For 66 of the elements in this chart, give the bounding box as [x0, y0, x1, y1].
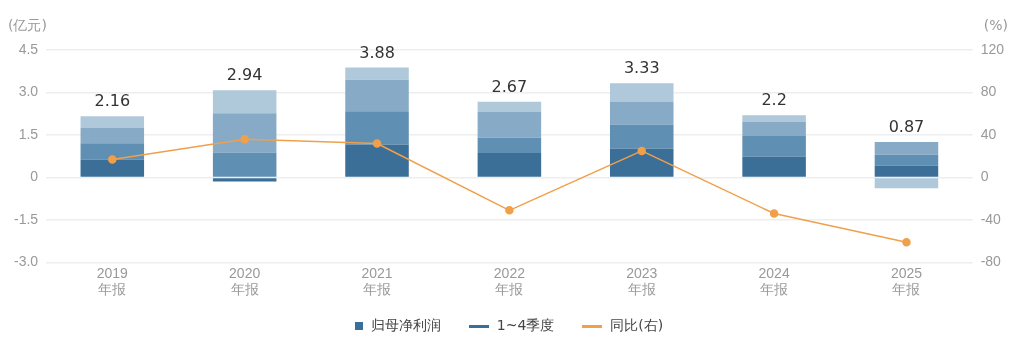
x-tick-label: 2025 年报 [890, 264, 923, 298]
bar [742, 121, 806, 137]
bar [609, 148, 674, 177]
bar [874, 154, 939, 166]
total-label: 2.2 [761, 90, 787, 110]
bar [80, 116, 145, 128]
x-tick-label: 2022 年报 [493, 264, 526, 298]
bar [345, 144, 409, 177]
y-tick-label: 4.5 [18, 40, 39, 57]
y-tick-label: 3.0 [18, 83, 39, 100]
y-tick-label: 1.5 [18, 125, 39, 142]
bar [477, 137, 542, 154]
y-axis-title: (亿元) [8, 16, 47, 33]
x-tick-label: 2023 年报 [626, 264, 658, 298]
bar [609, 83, 674, 102]
bar [477, 112, 542, 138]
y2-axis-title: (%) [983, 16, 1008, 33]
bar [874, 165, 939, 177]
point [902, 237, 911, 247]
total-label: 2.67 [491, 76, 528, 96]
y2-tick-label: 80 [980, 83, 997, 100]
bar [212, 113, 277, 153]
bar [874, 178, 939, 189]
x-tick-label: 2019 年报 [96, 264, 129, 298]
y2-tick-label: -40 [980, 210, 1002, 227]
y2-tick-label: 0 [980, 168, 989, 185]
total-label: 0.87 [888, 117, 925, 137]
total-label: 2.94 [226, 65, 263, 85]
y-tick-label: -3.0 [14, 253, 39, 270]
bar [212, 178, 277, 182]
legend-label: 同比(右) [610, 317, 664, 335]
point [108, 155, 117, 164]
x-tick-label: 2020 年报 [229, 264, 261, 298]
total-label: 2.16 [94, 91, 131, 111]
bar [609, 101, 674, 125]
total-label: 3.88 [359, 42, 395, 62]
bar [477, 153, 542, 177]
bar [345, 111, 409, 145]
point [505, 206, 514, 215]
bar [80, 127, 145, 144]
y2-tick-label: 40 [980, 125, 997, 142]
point [240, 134, 249, 144]
point [769, 209, 779, 218]
bar [80, 143, 145, 160]
y-tick-label: -1.5 [14, 210, 39, 227]
x-tick-label: 2024 年报 [758, 264, 790, 298]
y-tick-label: 0 [30, 168, 39, 185]
text: 1~4季度 [496, 317, 555, 335]
x-tick-label: 2021 年报 [361, 264, 393, 298]
bar [345, 67, 409, 80]
point [372, 139, 382, 148]
point [637, 146, 646, 156]
bar [874, 142, 939, 155]
bar [345, 79, 409, 112]
bar [742, 136, 806, 157]
bar [742, 115, 806, 122]
bar [212, 152, 277, 177]
bar [609, 124, 674, 149]
y2-tick-label: 120 [980, 40, 1005, 57]
total-label: 3.33 [623, 58, 660, 78]
text: 归母净利润 [370, 317, 441, 335]
bar [80, 159, 145, 177]
bar [212, 90, 277, 114]
y2-tick-label: -80 [980, 253, 1002, 270]
bar [742, 156, 806, 177]
bar [477, 101, 542, 113]
